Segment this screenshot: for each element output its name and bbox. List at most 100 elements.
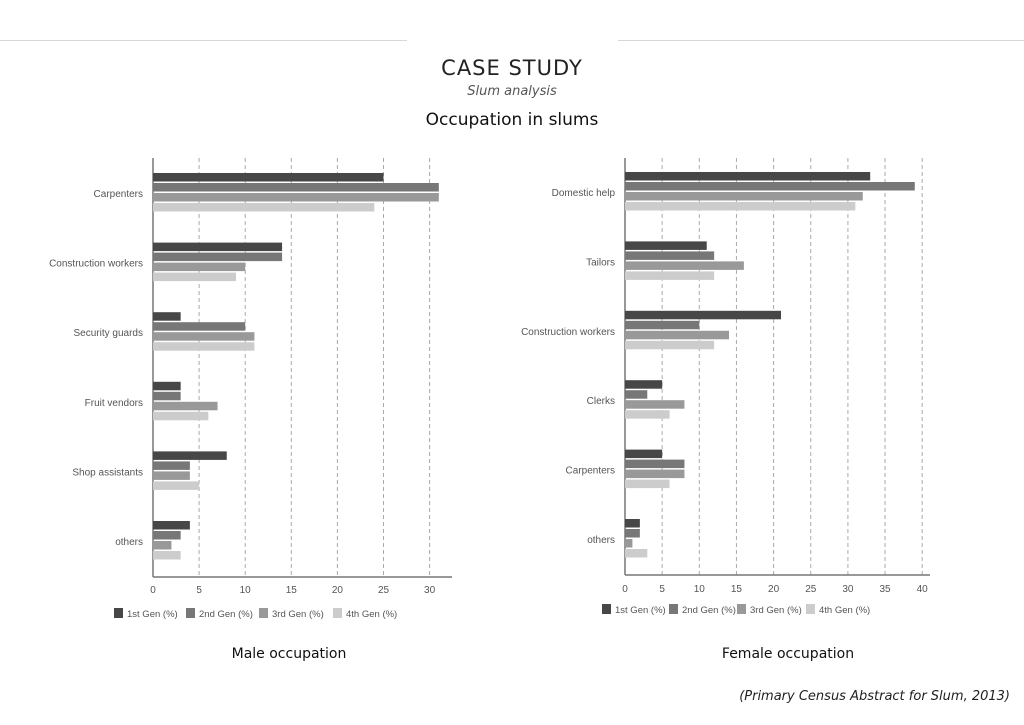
x-tick-label: 0 (622, 584, 628, 595)
bar-male-2-gen (153, 461, 190, 470)
legend-swatch (114, 608, 123, 618)
x-tick-label: 10 (694, 584, 706, 595)
category-label: Construction workers (49, 259, 143, 270)
bar-male-2-gen (153, 252, 283, 262)
bar-female-2-gen (625, 320, 700, 330)
page-title: CASE STUDY (441, 56, 583, 80)
bar-male-4-gen (153, 342, 255, 351)
female-chart: 0 5 10 15 20 25 30 35 40 Domestic help Tailors Cons… (521, 158, 930, 616)
x-tick-label: 30 (842, 584, 854, 595)
x-tick-label: 40 (917, 584, 929, 595)
x-tick-label: 15 (286, 585, 298, 596)
bar-male-4-gen (153, 203, 375, 212)
male-chart-caption: Male occupation (231, 646, 347, 662)
category-label: Clerks (587, 396, 615, 407)
bar-female-3-gen (625, 330, 730, 340)
bar-male-1-gen (153, 521, 190, 530)
bar-female-4-gen (625, 340, 715, 350)
bar-male-2-gen (153, 183, 439, 192)
x-tick-label: 25 (805, 584, 817, 595)
source-citation: (Primary Census Abstract for Slum, 2013) (739, 689, 1010, 704)
category-label: Shop assistants (72, 467, 143, 478)
bar-male-1-gen (153, 451, 227, 460)
legend-label: 2nd Gen (%) (682, 605, 736, 616)
bar-male-1-gen (153, 173, 384, 182)
bar-female-1-gen (625, 172, 871, 181)
bar-male-4-gen (153, 551, 181, 560)
bar-female-4-gen (625, 271, 715, 280)
bar-female-3-gen (625, 400, 685, 409)
bar-female-1-gen (625, 380, 663, 389)
bar-female-4-gen (625, 549, 648, 558)
bar-female-1-gen (625, 519, 640, 528)
legend-label: 1st Gen (%) (127, 609, 178, 620)
x-tick-label: 5 (196, 585, 202, 596)
bar-male-4-gen (153, 411, 209, 421)
legend-label: 3rd Gen (%) (272, 609, 324, 620)
bar-male-3-gen (153, 471, 190, 480)
x-tick-label: 20 (332, 585, 344, 596)
legend-label: 3rd Gen (%) (750, 605, 802, 616)
divider-left (0, 40, 407, 41)
bar-male-4-gen (153, 272, 236, 282)
bar-female-3-gen (625, 539, 633, 548)
bar-female-4-gen (625, 479, 670, 489)
page-subtitle: Slum analysis (467, 84, 557, 99)
x-tick-label: 0 (150, 585, 156, 596)
x-tick-label: 10 (240, 585, 252, 596)
legend-swatch (737, 604, 746, 614)
legend-label: 1st Gen (%) (615, 605, 666, 616)
bar-female-2-gen (625, 459, 685, 469)
legend-swatch (333, 608, 342, 618)
legend-label: 4th Gen (%) (819, 605, 870, 616)
bar-male-3-gen (153, 332, 255, 341)
bar-female-1-gen (625, 241, 707, 250)
bar-female-3-gen (625, 261, 744, 270)
bar-male-3-gen (153, 401, 218, 411)
bar-male-1-gen (153, 242, 283, 252)
legend-swatch (186, 608, 195, 618)
x-tick-label: 5 (659, 584, 665, 595)
bar-male-3-gen (153, 193, 439, 202)
x-tick-label: 15 (731, 584, 743, 595)
category-label: Domestic help (552, 188, 616, 199)
x-tick-label: 25 (378, 585, 390, 596)
bar-female-4-gen (625, 202, 856, 211)
bar-male-1-gen (153, 312, 181, 321)
bar-female-2-gen (625, 182, 915, 191)
section-heading: Occupation in slums (425, 110, 599, 130)
category-label: Fruit vendors (85, 398, 143, 409)
legend-swatch (669, 604, 678, 614)
bar-male-2-gen (153, 531, 181, 540)
x-tick-label: 30 (424, 585, 436, 596)
legend-swatch (259, 608, 268, 618)
divider-right (618, 40, 1024, 41)
bar-female-2-gen (625, 251, 715, 260)
category-label: others (115, 537, 143, 548)
legend-swatch (602, 604, 611, 614)
x-tick-label: 35 (879, 584, 891, 595)
bar-male-1-gen (153, 381, 181, 391)
bar-male-2-gen (153, 322, 246, 331)
bar-male-3-gen (153, 541, 172, 550)
x-tick-label: 20 (768, 584, 780, 595)
female-chart-caption: Female occupation (721, 646, 855, 662)
category-label: Construction workers (521, 327, 615, 338)
bar-female-1-gen (625, 310, 782, 320)
legend-label: 4th Gen (%) (346, 609, 397, 620)
legend-swatch (806, 604, 815, 614)
category-label: Security guards (74, 328, 143, 339)
bar-female-3-gen (625, 192, 863, 201)
category-label: Carpenters (94, 189, 143, 200)
bar-male-3-gen (153, 262, 246, 272)
bar-male-4-gen (153, 481, 200, 490)
bar-female-2-gen (625, 390, 648, 399)
category-label: Carpenters (566, 466, 615, 477)
legend-label: 2nd Gen (%) (199, 609, 253, 620)
bar-male-2-gen (153, 391, 181, 401)
bar-female-1-gen (625, 449, 663, 459)
category-label: others (587, 535, 615, 546)
bar-female-4-gen (625, 410, 670, 419)
